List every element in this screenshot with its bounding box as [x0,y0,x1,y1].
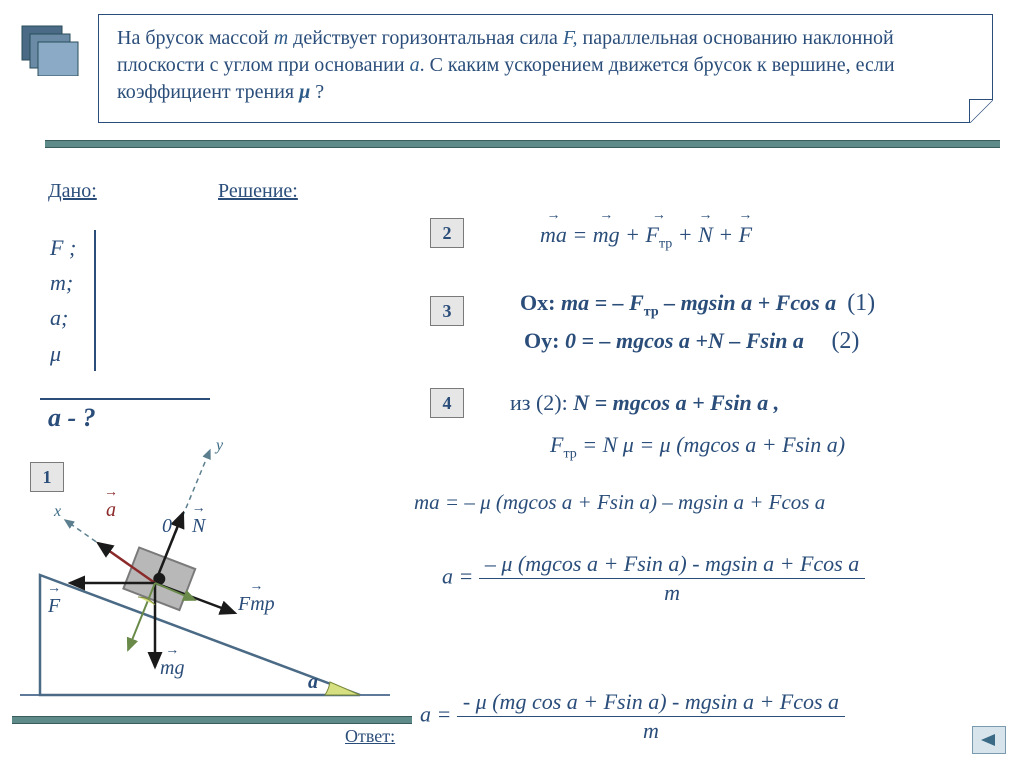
fold-icon [969,99,993,123]
eq-a-fraction: a = – μ (mgcos a + Fsin a) - mgsin a + F… [442,552,865,605]
problem-statement: На брусок массой m действует горизонталь… [98,14,993,123]
solution-header: Решение: [218,180,298,203]
step-badge-3: 3 [430,296,464,326]
divider-bar-top [45,140,1000,148]
force-F-label: F [48,595,60,618]
given-a: a; [50,305,68,330]
given-F: F ; [50,235,76,260]
force-N-label: N [192,515,205,538]
back-button[interactable] [972,726,1006,754]
axis-y-label: y [216,437,223,455]
eq-answer: a = - μ (mg cos a + Fsin a) - mgsin a + … [420,690,845,743]
force-mg-label: mg [160,657,184,680]
divider-bar-bottom [12,716,412,724]
force-Ftr-label: Fтр [238,593,275,616]
eq-ma-full: ma = – μ (mgcos a + Fsin a) – mgsin a + … [414,490,825,515]
angle-label: a [308,671,318,694]
problem-text: На брусок массой m действует горизонталь… [117,27,895,103]
given-m: m; [50,270,73,295]
step-badge-4: 4 [430,388,464,418]
answer-header: Ответ: [345,726,395,747]
eq-newton: ma = mg + Fтр + N + F [540,222,752,252]
eq-ox: Ox: ma = – Fтр – mgsin a + Fcos a (1) [520,290,875,320]
force-a-label: a [106,499,116,522]
eq-oy: Oy: 0 = – mgcos a +N – Fsin a (2) [524,328,859,355]
triangle-left-icon [979,733,999,747]
step-badge-2: 2 [430,218,464,248]
eq-ftr: Fтр = N μ = μ (mgcos a + Fsin a) [550,432,845,462]
given-mu: μ [50,341,61,366]
pages-icon [18,22,80,76]
given-header: Дано: [48,180,97,203]
find-quantity: a - ? [48,403,96,433]
origin-label: 0 [162,515,172,538]
axis-x-label: x [54,503,61,521]
eq-from2: из (2): N = mgcos a + Fsin a , [510,390,779,416]
given-variables: F ; m; a; μ [50,230,160,371]
find-divider [40,398,210,400]
incline-diagram: y x 0 a N F Fтр mg a [20,445,390,715]
